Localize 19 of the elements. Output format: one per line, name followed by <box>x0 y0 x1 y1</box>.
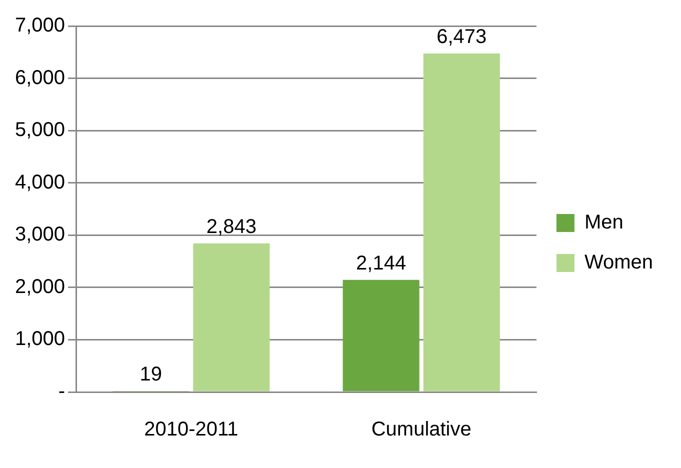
bar <box>342 280 420 392</box>
legend-label: Women <box>584 252 653 274</box>
data-label: 6,473 <box>436 26 487 48</box>
y-tick-label: 6,000 <box>14 66 66 89</box>
legend-label: Men <box>584 212 624 234</box>
y-tick-label: 1,000 <box>14 328 66 350</box>
y-tick-label: 4,000 <box>14 171 66 194</box>
y-tick-label: 7,000 <box>14 14 66 37</box>
y-tick-label: - <box>58 380 66 403</box>
x-tick-label: 2010-2011 <box>144 418 238 441</box>
data-label: 2,144 <box>356 252 406 274</box>
x-tick-label: Cumulative <box>371 418 472 441</box>
bar <box>193 243 270 392</box>
data-label: 2,843 <box>206 216 256 238</box>
y-tick-label: 3,000 <box>14 224 66 246</box>
y-tick-label: 2,000 <box>14 276 66 298</box>
y-tick-label: 5,000 <box>14 119 66 142</box>
bar <box>423 54 500 392</box>
data-label: 19 <box>140 364 162 386</box>
